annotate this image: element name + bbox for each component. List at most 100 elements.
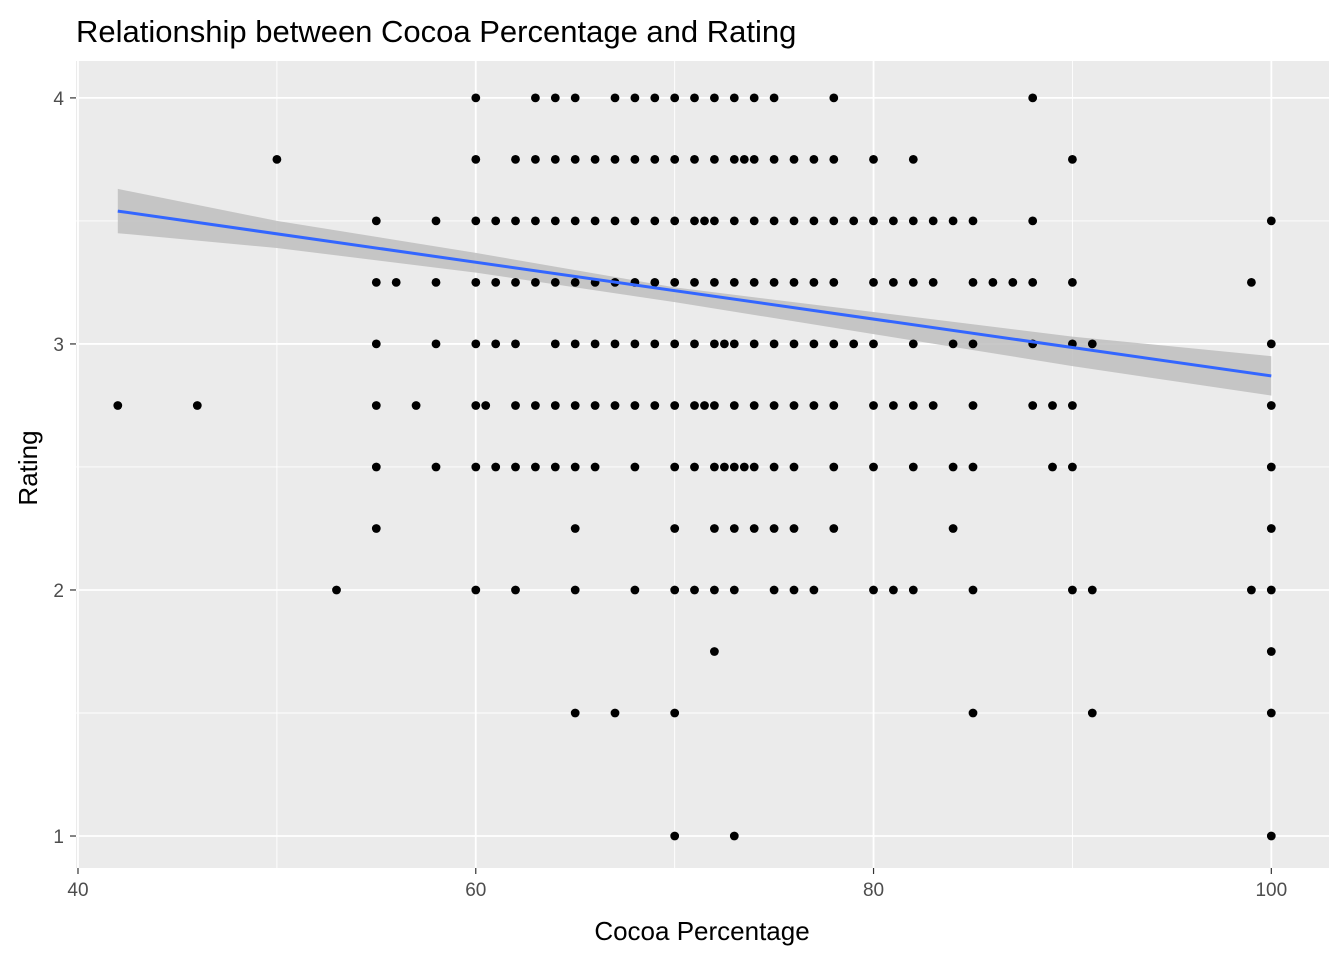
data-point bbox=[1266, 585, 1276, 595]
data-point bbox=[769, 524, 779, 533]
data-point bbox=[789, 155, 799, 164]
data-point bbox=[670, 462, 680, 472]
data-point bbox=[650, 155, 660, 164]
data-point bbox=[690, 278, 699, 287]
data-point bbox=[471, 462, 481, 472]
data-point bbox=[739, 462, 749, 472]
data-point bbox=[769, 155, 779, 164]
data-point bbox=[670, 401, 680, 410]
data-point bbox=[371, 524, 381, 533]
data-point bbox=[511, 278, 520, 287]
data-point bbox=[789, 462, 799, 472]
y-tick-label: 1 bbox=[53, 827, 64, 848]
data-point bbox=[670, 708, 680, 718]
data-point bbox=[690, 339, 699, 349]
x-tick-label: 40 bbox=[67, 880, 88, 901]
data-point bbox=[889, 585, 898, 595]
data-point bbox=[749, 339, 759, 349]
data-point bbox=[471, 93, 481, 103]
data-point bbox=[630, 93, 640, 103]
data-point bbox=[729, 216, 739, 226]
data-point bbox=[1087, 708, 1097, 718]
data-point bbox=[471, 216, 481, 226]
data-point bbox=[968, 401, 978, 410]
data-point bbox=[908, 462, 918, 472]
data-point bbox=[968, 462, 978, 472]
data-point bbox=[590, 155, 600, 164]
data-point bbox=[491, 278, 501, 287]
data-point bbox=[928, 278, 938, 287]
data-point bbox=[610, 339, 620, 349]
data-point bbox=[769, 216, 779, 226]
data-point bbox=[829, 524, 839, 533]
data-point bbox=[431, 278, 441, 287]
data-point bbox=[809, 216, 819, 226]
data-point bbox=[690, 585, 699, 595]
data-point bbox=[1048, 401, 1057, 410]
data-point bbox=[391, 278, 401, 287]
data-point bbox=[769, 401, 779, 410]
data-point bbox=[829, 93, 839, 103]
data-point bbox=[829, 155, 839, 164]
data-point bbox=[789, 278, 799, 287]
data-point bbox=[550, 462, 560, 472]
data-point bbox=[809, 339, 819, 349]
data-point bbox=[1266, 462, 1276, 472]
data-points bbox=[113, 93, 1276, 841]
data-point bbox=[531, 401, 540, 410]
chart-title: Relationship between Cocoa Percentage an… bbox=[76, 14, 796, 49]
data-point bbox=[809, 585, 819, 595]
data-point bbox=[630, 585, 640, 595]
data-point bbox=[690, 401, 699, 410]
data-point bbox=[371, 216, 381, 226]
data-point bbox=[570, 216, 580, 226]
data-point bbox=[630, 401, 640, 410]
data-point bbox=[570, 524, 580, 533]
data-point bbox=[789, 401, 799, 410]
data-point bbox=[610, 708, 620, 718]
data-point bbox=[511, 155, 520, 164]
data-point bbox=[192, 401, 202, 410]
data-point bbox=[1266, 647, 1276, 656]
data-point bbox=[829, 401, 839, 410]
data-point bbox=[650, 339, 660, 349]
data-point bbox=[670, 93, 680, 103]
data-point bbox=[749, 401, 759, 410]
data-point bbox=[869, 155, 878, 164]
data-point bbox=[511, 216, 520, 226]
data-point bbox=[511, 462, 520, 472]
data-point bbox=[1266, 831, 1276, 841]
data-point bbox=[729, 278, 739, 287]
data-point bbox=[769, 278, 779, 287]
data-point bbox=[1266, 339, 1276, 349]
data-point bbox=[789, 216, 799, 226]
data-point bbox=[690, 216, 699, 226]
data-point bbox=[630, 339, 640, 349]
data-point bbox=[471, 401, 481, 410]
data-point bbox=[869, 585, 878, 595]
data-point bbox=[710, 93, 719, 103]
data-point bbox=[869, 401, 878, 410]
data-point bbox=[491, 339, 501, 349]
data-point bbox=[739, 155, 749, 164]
data-point bbox=[491, 216, 501, 226]
data-point bbox=[670, 831, 680, 841]
y-axis-title: Rating bbox=[13, 430, 43, 505]
data-point bbox=[729, 155, 739, 164]
data-point bbox=[650, 278, 660, 287]
data-point bbox=[710, 155, 719, 164]
data-point bbox=[829, 339, 839, 349]
data-point bbox=[1266, 708, 1276, 718]
data-point bbox=[729, 524, 739, 533]
data-point bbox=[829, 216, 839, 226]
data-point bbox=[670, 216, 680, 226]
data-point bbox=[908, 585, 918, 595]
data-point bbox=[550, 339, 560, 349]
data-point bbox=[650, 216, 660, 226]
data-point bbox=[371, 462, 381, 472]
data-point bbox=[690, 93, 699, 103]
data-point bbox=[371, 278, 381, 287]
data-point bbox=[928, 216, 938, 226]
data-point bbox=[789, 339, 799, 349]
